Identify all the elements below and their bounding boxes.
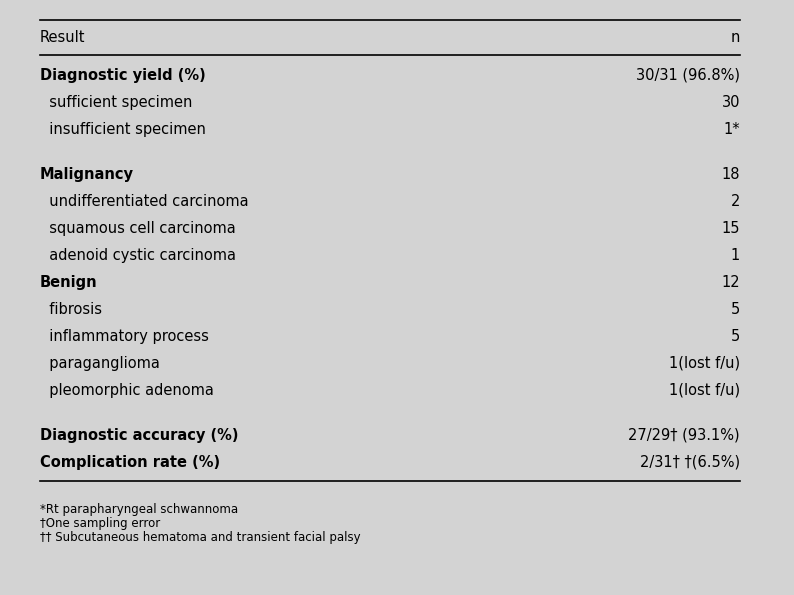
Text: 5: 5 [730, 302, 740, 317]
Text: sufficient specimen: sufficient specimen [40, 95, 192, 109]
Text: 30/31 (96.8%): 30/31 (96.8%) [636, 68, 740, 83]
Text: 2/31† †(6.5%): 2/31† †(6.5%) [640, 455, 740, 469]
Text: Malignancy: Malignancy [40, 167, 134, 181]
Text: Result: Result [40, 30, 86, 45]
Text: 5: 5 [730, 329, 740, 344]
Text: 30: 30 [722, 95, 740, 109]
Text: fibrosis: fibrosis [40, 302, 102, 317]
Text: 2: 2 [730, 194, 740, 209]
Text: †One sampling error: †One sampling error [40, 516, 160, 530]
Text: undifferentiated carcinoma: undifferentiated carcinoma [40, 194, 249, 209]
Text: *Rt parapharyngeal schwannoma: *Rt parapharyngeal schwannoma [40, 503, 238, 516]
Text: 12: 12 [722, 275, 740, 290]
Text: 1(lost f/u): 1(lost f/u) [669, 356, 740, 371]
Text: 15: 15 [722, 221, 740, 236]
Text: Complication rate (%): Complication rate (%) [40, 455, 220, 469]
Text: 27/29† (93.1%): 27/29† (93.1%) [628, 428, 740, 443]
Text: adenoid cystic carcinoma: adenoid cystic carcinoma [40, 248, 236, 263]
Text: 1: 1 [730, 248, 740, 263]
Text: squamous cell carcinoma: squamous cell carcinoma [40, 221, 236, 236]
Text: Diagnostic accuracy (%): Diagnostic accuracy (%) [40, 428, 238, 443]
Text: paraganglioma: paraganglioma [40, 356, 160, 371]
Text: †† Subcutaneous hematoma and transient facial palsy: †† Subcutaneous hematoma and transient f… [40, 531, 360, 544]
Text: n: n [730, 30, 740, 45]
Text: 1(lost f/u): 1(lost f/u) [669, 383, 740, 397]
Text: 1*: 1* [723, 122, 740, 137]
Text: 18: 18 [722, 167, 740, 181]
Text: inflammatory process: inflammatory process [40, 329, 209, 344]
Text: pleomorphic adenoma: pleomorphic adenoma [40, 383, 214, 397]
Text: Diagnostic yield (%): Diagnostic yield (%) [40, 68, 206, 83]
Text: Benign: Benign [40, 275, 98, 290]
Text: insufficient specimen: insufficient specimen [40, 122, 206, 137]
